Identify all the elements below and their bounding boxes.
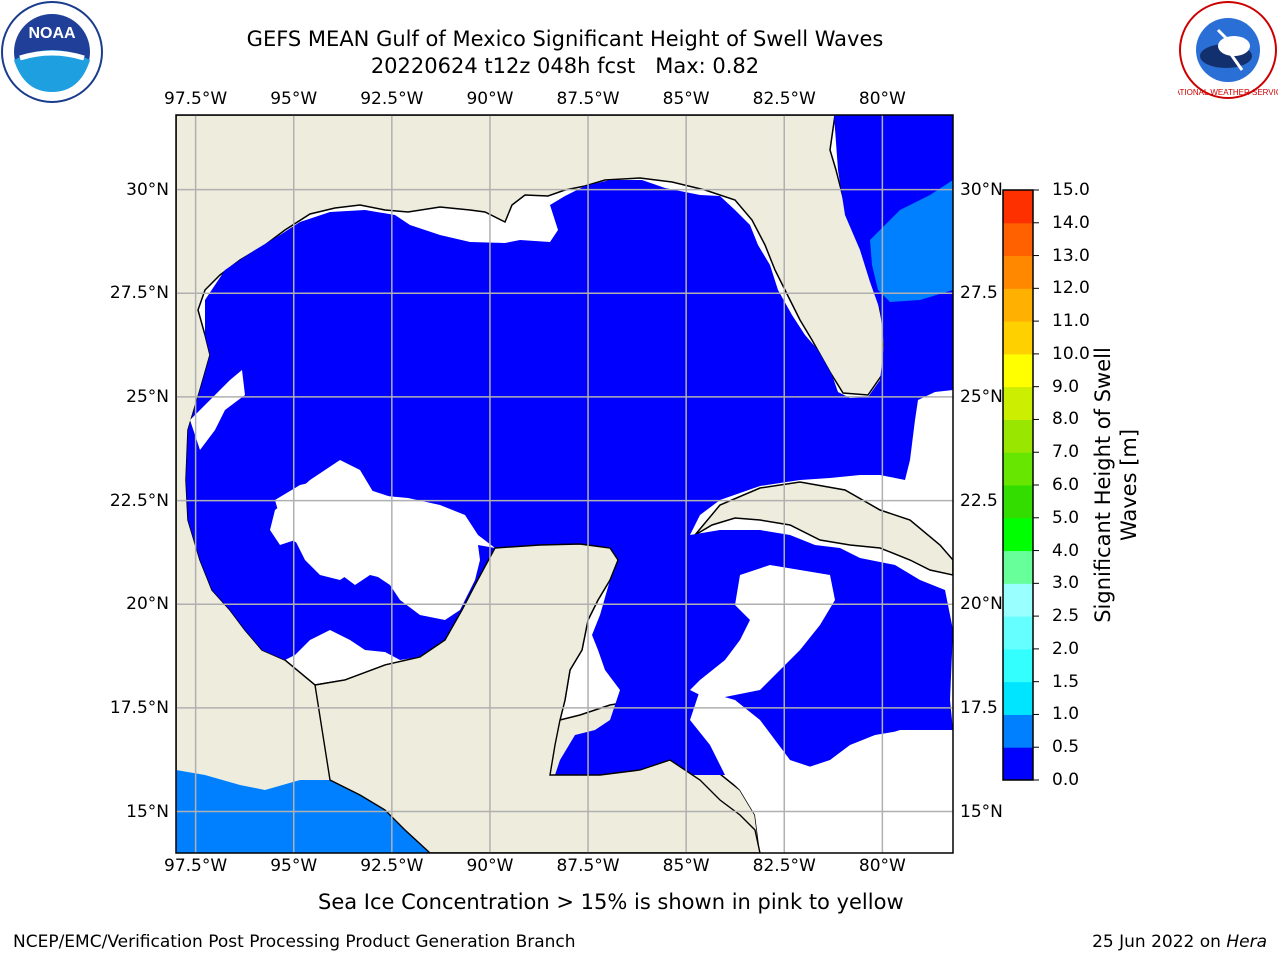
colorbar-segment	[1003, 517, 1033, 552]
lat-label-right: 22.5	[960, 490, 998, 511]
colorbar-tick-label: 9.0	[1052, 376, 1080, 397]
colorbar-segment	[1003, 681, 1033, 715]
colorbar-tick-label: 2.5	[1052, 606, 1080, 627]
colorbar-segment	[1003, 747, 1033, 781]
colorbar-segment	[1003, 190, 1033, 224]
lon-label-bottom: 87.5°W	[556, 856, 620, 876]
lat-label-right: 27.5	[960, 283, 998, 304]
colorbar-tick-label: 5.0	[1052, 507, 1080, 528]
lat-label-left: 30°N	[126, 179, 169, 200]
colorbar-tick-label: 8.0	[1052, 409, 1080, 430]
lat-label-right: 20°N	[960, 594, 1003, 615]
colorbar-segment	[1003, 321, 1033, 355]
colorbar-segment	[1003, 648, 1033, 683]
colorbar-segment	[1003, 288, 1033, 322]
colorbar-segment	[1003, 255, 1033, 289]
lat-label-right: 15°N	[960, 801, 1003, 822]
caribbean-nodata	[690, 565, 835, 700]
lon-label-top: 80°W	[858, 89, 906, 109]
chart-subtitle: 20220624 t12z 048h fcst Max: 0.82	[370, 54, 760, 78]
lon-label-bottom: 92.5°W	[360, 856, 424, 876]
colorbar-segment	[1003, 222, 1033, 257]
lat-label-left: 17.5°N	[109, 697, 169, 718]
footer-date-text: 25 Jun 2022 on	[1092, 932, 1221, 952]
south-caribbean-nodata	[725, 730, 953, 853]
colorbar-tick-label: 3.0	[1052, 573, 1080, 594]
colorbar-tick-label: 13.0	[1052, 245, 1090, 266]
lat-label-right: 25°N	[960, 386, 1003, 407]
colorbar-tick-label: 15.0	[1052, 180, 1090, 200]
colorbar-segment	[1003, 386, 1033, 420]
colorbar-tick-label: 6.0	[1052, 475, 1080, 495]
colorbar-segment	[1003, 452, 1033, 486]
nws-logo: NATIONAL WEATHER SERVICE	[1178, 1, 1278, 99]
colorbar-tick-label: 2.0	[1052, 638, 1080, 659]
lon-label-bottom: 82.5°W	[752, 856, 816, 876]
lon-label-top: 85°W	[662, 89, 710, 109]
florida-keys-nodata	[915, 405, 953, 480]
chart-title: GEFS MEAN Gulf of Mexico Significant Hei…	[246, 27, 884, 51]
colorbar-segment	[1003, 616, 1033, 650]
colorbar-segment	[1003, 485, 1033, 519]
map-frame	[175, 114, 954, 854]
footer-branch: NCEP/EMC/Verification Post Processing Pr…	[13, 932, 576, 952]
atlantic-light-region	[870, 180, 953, 302]
footer-host: Hera	[1226, 932, 1267, 952]
lat-label-left: 15°N	[126, 801, 169, 822]
lon-label-top: 90°W	[466, 89, 514, 109]
lon-label-top: 82.5°W	[752, 89, 816, 109]
lon-label-top: 92.5°W	[360, 89, 424, 109]
colorbar-tick-label: 11.0	[1052, 311, 1090, 332]
colorbar-tick-label: 12.0	[1052, 278, 1090, 299]
colorbar-segment	[1003, 419, 1033, 453]
lon-label-bottom: 80°W	[858, 856, 906, 876]
lat-label-left: 25°N	[126, 386, 169, 407]
lon-label-top: 95°W	[270, 89, 318, 109]
colorbar-title: Significant Height of Swell Waves [m]	[1091, 347, 1141, 623]
colorbar-tick-label: 4.0	[1052, 540, 1080, 561]
yucatan-land	[314, 543, 761, 853]
lat-label-left: 27.5°N	[109, 283, 169, 304]
lat-label-right: 17.5	[960, 697, 998, 718]
caption: Sea Ice Concentration > 15% is shown in …	[318, 890, 904, 914]
lon-label-bottom: 97.5°W	[164, 856, 228, 876]
lon-label-top: 97.5°W	[164, 89, 228, 109]
footer-date: 25 Jun 2022 on Hera	[1092, 932, 1267, 952]
west-coast-nodata	[190, 370, 245, 450]
colorbar-tick-label: 0.5	[1052, 737, 1080, 758]
colorbar-tick-label: 0.0	[1052, 770, 1080, 790]
colorbar-segment	[1003, 353, 1033, 388]
cuba-island	[694, 481, 953, 576]
colorbar	[1002, 189, 1039, 781]
colorbar-tick-label: 1.0	[1052, 704, 1080, 725]
lat-label-left: 20°N	[126, 594, 169, 615]
lon-label-top: 87.5°W	[556, 89, 620, 109]
lat-label-left: 22.5°N	[109, 490, 169, 511]
campeche-nodata	[275, 478, 470, 612]
lon-label-bottom: 95°W	[270, 856, 318, 876]
noaa-logo-text: NOAA	[28, 25, 76, 42]
lon-label-bottom: 85°W	[662, 856, 710, 876]
colorbar-tick-label: 10.0	[1052, 343, 1090, 364]
lat-label-right: 30°N	[960, 179, 1003, 200]
lon-label-bottom: 90°W	[466, 856, 514, 876]
noaa-logo: NOAA	[1, 1, 103, 103]
colorbar-tick-label: 7.0	[1052, 442, 1080, 463]
colorbar-segment	[1003, 550, 1033, 584]
colorbar-tick-label: 1.5	[1052, 671, 1080, 692]
colorbar-tick-label: 14.0	[1052, 212, 1090, 233]
graticule	[176, 115, 953, 853]
colorbar-segment	[1003, 583, 1033, 617]
nws-logo-text: NATIONAL WEATHER SERVICE	[1178, 88, 1278, 97]
colorbar-segment	[1003, 714, 1033, 748]
